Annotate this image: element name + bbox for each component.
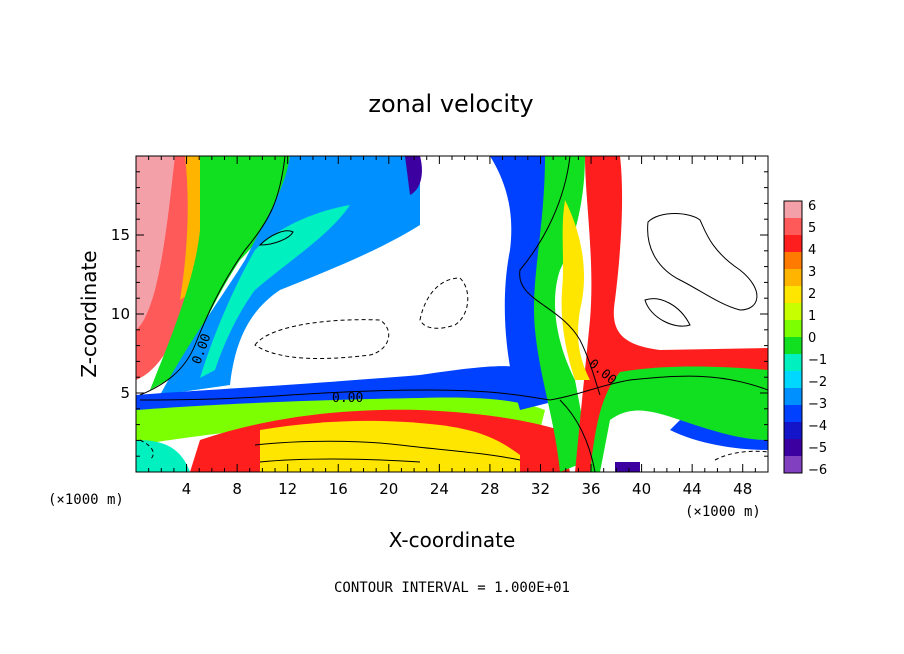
- x-tick-label-5: 24: [430, 480, 449, 498]
- field-region-left-cyan: [200, 205, 350, 378]
- colorbar-swatch-9: [784, 354, 802, 372]
- contour-zero-center: [519, 156, 601, 396]
- colorbar-swatch-6: [784, 303, 802, 321]
- y-tick-label-1: 10: [111, 305, 130, 323]
- chart-title: zonal velocity: [368, 90, 533, 118]
- field-region-right-blue: [670, 420, 768, 450]
- field-region-right-green: [590, 366, 768, 472]
- x-axis-label: X-coordinate: [389, 528, 516, 552]
- x-axis-ticks: 4 8 12 16 20 24 28 32 36 40 44 48: [148, 156, 756, 498]
- field-region-purple-top: [405, 156, 422, 195]
- contour-lines: [139, 156, 768, 472]
- colorbar: 6 5 4 3 2 1 0 −1 −2 −3 −4 −5 −6: [783, 199, 827, 478]
- contour-label-low: 0.00: [332, 391, 363, 406]
- colorbar-tick-label-2: 4: [808, 243, 816, 258]
- field-region-left-pink: [136, 156, 175, 330]
- colorbar-tick-label-7: −1: [808, 353, 827, 368]
- field-region-center-green: [533, 156, 590, 472]
- contour-dashed-left: [254, 319, 390, 359]
- y-axis-ticks: 5 10 15: [111, 171, 768, 457]
- colorbar-tick-label-6: 0: [808, 331, 816, 346]
- colorbar-tick-label-11: −5: [808, 441, 827, 456]
- y-tick-label-2: 15: [111, 226, 130, 244]
- colorbar-swatch-13: [784, 422, 802, 440]
- colorbar-swatch-4: [784, 269, 802, 287]
- y-tick-label-0: 5: [120, 384, 130, 402]
- x-unit-label-right: (×1000 m): [685, 504, 761, 520]
- contour-zero-down: [559, 399, 596, 472]
- colorbar-swatch-11: [784, 388, 802, 406]
- contour-dashed-low-right: [714, 450, 768, 461]
- colorbar-swatch-12: [784, 405, 802, 423]
- colorbar-swatch-8: [784, 337, 802, 355]
- x-tick-label-9: 40: [632, 480, 651, 498]
- colorbar-swatch-3: [784, 252, 802, 270]
- x-tick-label-10: 44: [683, 480, 702, 498]
- colorbar-frame: [783, 200, 803, 474]
- x-tick-label-0: 4: [182, 480, 192, 498]
- colorbar-tick-label-1: 5: [808, 221, 816, 236]
- contour-low-line: [254, 440, 521, 461]
- x-tick-label-3: 16: [329, 480, 348, 498]
- x-tick-label-6: 28: [480, 480, 499, 498]
- contour-low-line-2: [259, 458, 421, 463]
- contour-zero-low: [139, 375, 768, 401]
- field-region-purple-right: [615, 462, 640, 472]
- x-unit-label-left: (×1000 m): [48, 492, 124, 508]
- field-region-right-yellow: [561, 200, 590, 380]
- colorbar-swatch-14: [784, 439, 802, 457]
- colorbar-swatch-2: [784, 235, 802, 253]
- colorbar-tick-label-12: −6: [808, 463, 827, 478]
- colorbar-swatch-10: [784, 371, 802, 389]
- contour-right-loop: [647, 213, 758, 311]
- contour-right-oval: [644, 298, 691, 327]
- colorbar-swatch-0: [784, 201, 802, 219]
- x-tick-label-2: 12: [278, 480, 297, 498]
- colorbar-tick-label-0: 6: [808, 199, 816, 214]
- x-tick-label-1: 8: [232, 480, 242, 498]
- colorbar-tick-label-5: 1: [808, 309, 816, 324]
- field-region-low-left-cyan: [136, 440, 190, 472]
- x-tick-label-11: 48: [733, 480, 752, 498]
- colorbar-swatch-15: [784, 456, 802, 474]
- x-tick-label-4: 20: [379, 480, 398, 498]
- colorbar-tick-label-3: 3: [808, 265, 816, 280]
- x-tick-label-7: 32: [531, 480, 550, 498]
- colorbar-swatch-1: [784, 218, 802, 236]
- colorbar-tick-label-9: −3: [808, 397, 827, 412]
- contour-dashed-low-left: [139, 439, 154, 461]
- colorbar-swatch-5: [784, 286, 802, 304]
- contour-dashed-center: [419, 277, 469, 329]
- x-tick-label-8: 36: [581, 480, 600, 498]
- colorbar-tick-label-10: −4: [808, 419, 827, 434]
- colorbar-swatch-7: [784, 320, 802, 338]
- contour-zero-left: [139, 156, 286, 396]
- contour-interval-footer: CONTOUR INTERVAL = 1.000E+01: [334, 580, 570, 596]
- field-region-left-green: [150, 156, 290, 390]
- colorbar-tick-label-8: −2: [808, 375, 827, 390]
- velocity-field: [136, 156, 768, 472]
- y-axis-label: Z-coordinate: [77, 250, 101, 377]
- contour-small-oval: [258, 230, 294, 246]
- colorbar-tick-label-4: 2: [808, 287, 816, 302]
